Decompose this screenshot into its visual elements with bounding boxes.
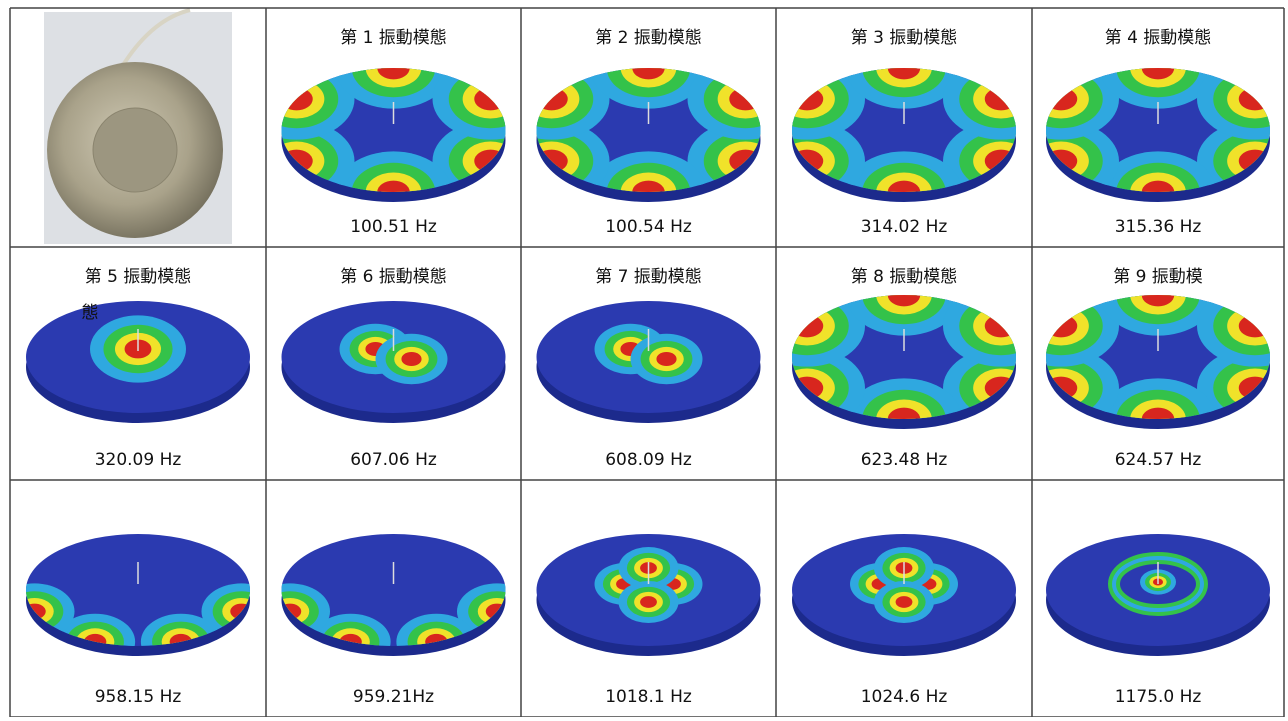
mode-shape	[704, 70, 788, 128]
mode-cell	[0, 534, 281, 670]
mode-frequency: 315.36 Hz	[1115, 217, 1202, 237]
mode-frequency: 623.48 Hz	[861, 450, 948, 470]
mode-frequency: 607.06 Hz	[350, 450, 437, 470]
mode-shape	[765, 297, 849, 355]
mode-shape	[640, 596, 657, 608]
mode-shape	[535, 88, 567, 111]
mode-frequency: 624.57 Hz	[1115, 450, 1202, 470]
mode-title: 第 8 振動模態	[851, 267, 958, 287]
mode-title: 第 5 振動模態	[85, 267, 192, 287]
mode-shape	[401, 352, 421, 366]
mode-shape	[779, 307, 835, 346]
mode-frequency: 959.21Hz	[353, 687, 434, 707]
mode-shape	[1045, 88, 1077, 111]
mode-frequency: 314.02 Hz	[861, 217, 948, 237]
mode-frequency: 320.09 Hz	[95, 450, 182, 470]
mode-cell	[537, 534, 761, 656]
mode-shape	[377, 57, 409, 80]
mode-frequency: 958.15 Hz	[95, 687, 182, 707]
mode-cell	[26, 301, 250, 423]
gong-photo	[44, 10, 232, 244]
mode-title: 第 7 振動模態	[595, 267, 702, 287]
gong-center	[93, 108, 177, 192]
mode-title: 第 4 振動模態	[1105, 28, 1212, 48]
mode-cell	[494, 27, 804, 232]
mode-shape	[973, 307, 1029, 346]
mode-shape	[1239, 88, 1271, 111]
mode-shape	[656, 352, 676, 366]
mode-cell	[250, 534, 537, 670]
mode-title: 第 1 振動模態	[340, 28, 447, 48]
mode-title: 第 9 振動模	[1113, 267, 1203, 287]
mode-shape	[1033, 307, 1089, 346]
mode-shape	[888, 284, 920, 307]
mode-frequency: 100.54 Hz	[605, 217, 692, 237]
mode-shape	[1227, 80, 1283, 119]
mode-frequency: 1018.1 Hz	[605, 687, 692, 707]
mode-shape	[1239, 315, 1271, 338]
mode-shape	[985, 315, 1017, 338]
mode-frequency: 1175.0 Hz	[1115, 687, 1202, 707]
mode-shape	[280, 88, 312, 111]
mode-shape	[985, 88, 1017, 111]
mode-cell	[1046, 534, 1270, 656]
mode-shape	[1045, 315, 1077, 338]
mode-shape	[1227, 307, 1283, 346]
mode-shape	[959, 70, 1043, 128]
mode-shape	[1033, 80, 1089, 119]
mode-title: 第 3 振動模態	[851, 28, 958, 48]
mode-shape	[779, 80, 835, 119]
mode-cell	[792, 534, 1016, 656]
mode-shape	[718, 80, 774, 119]
mode-cell	[239, 27, 549, 232]
mode-cell	[1003, 27, 1288, 232]
mode-figure: 第 1 振動模態 100.51 Hz 第 2 振動模態 100.54 Hz 第 3 振動…	[0, 0, 1288, 717]
mode-cell	[282, 301, 506, 423]
mode-shape	[896, 596, 913, 608]
mode-title-overflow: 態	[82, 303, 99, 323]
mode-shape	[888, 57, 920, 80]
mode-shape	[510, 70, 594, 128]
mode-title: 第 2 振動模態	[595, 28, 702, 48]
mode-shape	[791, 315, 823, 338]
mode-shape	[729, 88, 761, 111]
mode-shape	[765, 70, 849, 128]
mode-shape	[632, 57, 664, 80]
mode-shape	[959, 297, 1043, 355]
mode-frequency: 1024.6 Hz	[861, 687, 948, 707]
mode-shape	[973, 80, 1029, 119]
mode-shape	[791, 88, 823, 111]
mode-title: 第 6 振動模態	[340, 267, 447, 287]
mode-cell	[749, 27, 1059, 232]
mode-shape	[1142, 284, 1174, 307]
mode-shape	[524, 80, 580, 119]
mode-shape	[474, 88, 506, 111]
mode-shape	[1142, 57, 1174, 80]
mode-cell	[537, 301, 761, 423]
mode-frequency: 608.09 Hz	[605, 450, 692, 470]
mode-frequency: 100.51 Hz	[350, 217, 437, 237]
